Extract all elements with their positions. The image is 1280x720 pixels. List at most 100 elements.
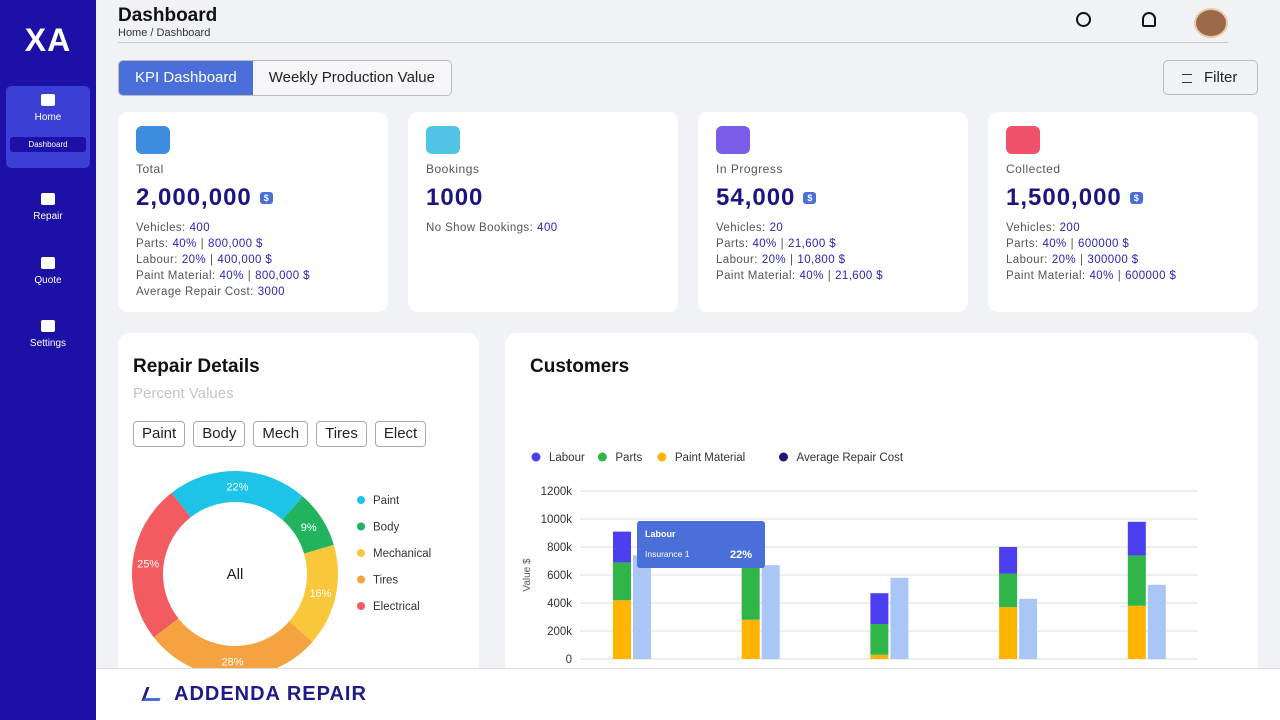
y-tick-label: 600k <box>547 570 572 582</box>
card-icon <box>136 126 170 154</box>
slice-label: 16% <box>309 588 331 600</box>
donut-slice[interactable] <box>171 471 303 520</box>
line-label: No Show Bookings: <box>426 222 534 234</box>
card-value: 1,500,000 <box>1006 184 1122 211</box>
nav-item[interactable]: Quote <box>6 249 90 286</box>
bar-segment[interactable] <box>613 531 631 563</box>
tab[interactable]: KPI Dashboard <box>119 61 253 95</box>
line-label: Vehicles: <box>716 222 766 234</box>
bar-segment[interactable] <box>1127 605 1146 659</box>
line-value: 3000 <box>257 286 285 298</box>
bar[interactable] <box>633 555 651 659</box>
bar-segment[interactable] <box>1127 521 1146 556</box>
legend-dot <box>357 522 365 531</box>
card-line: Parts: 40% | 21,600 $ <box>716 236 950 252</box>
bar-segment[interactable] <box>999 607 1018 659</box>
nav-item[interactable]: Settings <box>6 312 90 349</box>
filter-chip[interactable]: Mech <box>253 421 309 447</box>
slice-label: 25% <box>137 558 159 570</box>
tab[interactable]: Weekly Production Value <box>268 69 435 86</box>
breadcrumb[interactable]: Home / Dashboard <box>118 27 211 39</box>
line-label: Paint Material: <box>716 270 796 282</box>
y-tick-label: 0 <box>566 654 572 666</box>
filter-chip[interactable]: Paint <box>133 421 186 447</box>
brand-icon <box>141 687 165 701</box>
filter-chip[interactable]: Body <box>193 421 246 447</box>
card-line: Vehicles: 400 <box>136 220 370 236</box>
card-value-row: 1000 <box>426 184 660 212</box>
currency-badge: $ <box>259 192 273 204</box>
nav-label: Settings <box>29 338 67 349</box>
y-tick-label: 200k <box>547 626 572 638</box>
separator: | <box>790 254 794 266</box>
line-value: 800,000 $ <box>208 238 263 250</box>
line-value: 400 <box>189 222 211 234</box>
y-axis-label: Value $ <box>522 558 533 592</box>
donut-slice[interactable] <box>282 496 334 554</box>
filter-chip[interactable]: Elect <box>374 421 427 447</box>
tooltip-label: Insurance 1 <box>645 549 690 559</box>
nav-icon <box>41 320 55 332</box>
line-value: 40% <box>172 238 197 250</box>
bar-segment[interactable] <box>613 600 631 659</box>
brand: ADDENDA REPAIR <box>174 683 367 705</box>
card-line: Labour: 20% | 400,000 $ <box>136 252 370 268</box>
kpi-card: Collected 1,500,000 $ Vehicles: 200 Parts: 40%… <box>988 112 1258 312</box>
donut-slice[interactable] <box>132 492 191 638</box>
line-label: Vehicles: <box>1006 222 1056 234</box>
filter-button[interactable]: Filter <box>1163 60 1258 95</box>
kpi-card: In Progress 54,000 $ Vehicles: 20 Parts: 40% | 2… <box>698 112 968 312</box>
slice-label: 9% <box>301 522 317 534</box>
bar[interactable] <box>1147 584 1166 659</box>
legend-label: Body <box>373 522 399 534</box>
search-icon[interactable] <box>1076 12 1091 27</box>
filter-chip[interactable]: Tires <box>316 421 367 447</box>
y-tick-label: 800k <box>547 542 572 554</box>
card-line: Vehicles: 20 <box>716 220 950 236</box>
bar-segment[interactable] <box>613 562 631 601</box>
line-value: 21,600 $ <box>788 238 837 250</box>
logo[interactable]: XA <box>24 22 72 58</box>
header-icons <box>1076 8 1236 38</box>
nav-item[interactable]: Home Dashboard <box>6 86 90 168</box>
card-value: 2,000,000 <box>136 184 252 211</box>
bar[interactable] <box>761 565 780 659</box>
bar-segment[interactable] <box>870 624 889 655</box>
line-label: Average Repair Cost: <box>136 286 254 298</box>
line-value: 400,000 $ <box>217 254 273 266</box>
legend-label: Paint <box>373 495 400 507</box>
tabs: KPI Dashboard Weekly Production Value <box>118 60 452 96</box>
card-lines: Vehicles: 200 Parts: 40% | 600000 $ Labour: 20%… <box>1006 220 1240 284</box>
bar[interactable] <box>1019 598 1038 659</box>
line-value: 300000 $ <box>1087 254 1139 266</box>
legend-dot <box>531 452 541 462</box>
donut-slice[interactable] <box>289 544 338 642</box>
nav-icon <box>41 257 55 269</box>
line-value: 40% <box>1042 238 1067 250</box>
separator: | <box>1070 238 1075 250</box>
bar-segment[interactable] <box>870 593 889 624</box>
notification-icon[interactable] <box>1142 12 1156 27</box>
bar-segment[interactable] <box>999 547 1018 574</box>
line-value: 20 <box>769 222 784 234</box>
card-lines: No Show Bookings: 400 <box>426 220 660 236</box>
donut-slice[interactable] <box>153 618 313 668</box>
nav-sub[interactable]: Dashboard <box>10 137 86 152</box>
bar-segment[interactable] <box>999 573 1018 608</box>
line-label: Parts: <box>136 238 169 250</box>
bar[interactable] <box>890 577 909 659</box>
line-label: Paint Material: <box>136 270 216 282</box>
bar-segment[interactable] <box>741 619 760 659</box>
line-value: 800,000 $ <box>255 270 310 282</box>
currency-badge: $ <box>1129 192 1143 204</box>
bar-segment[interactable] <box>1127 555 1146 606</box>
bar-segment[interactable] <box>741 563 760 620</box>
line-label: Parts: <box>716 238 749 250</box>
nav-icon <box>41 94 55 106</box>
nav-item[interactable]: Repair <box>6 185 90 222</box>
card-line: Paint Material: 40% | 21,600 $ <box>716 268 950 284</box>
avatar[interactable] <box>1194 8 1228 38</box>
bar-segment[interactable] <box>870 654 889 659</box>
legend-dot <box>657 452 667 462</box>
card-label: Collected <box>1006 162 1061 176</box>
